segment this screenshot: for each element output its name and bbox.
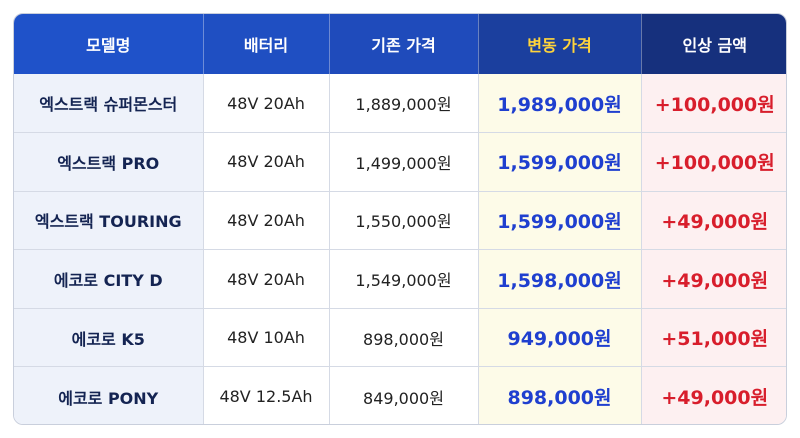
cell-model: 엑스트랙 슈퍼몬스터 (14, 74, 204, 134)
header-old-price: 기존 가격 (329, 14, 479, 74)
cell-old-price: 1,499,000원 (329, 132, 479, 192)
cell-new-price: 1,599,000원 (478, 191, 642, 251)
cell-battery: 48V 20Ah (203, 132, 330, 192)
header-model: 모델명 (14, 14, 204, 74)
table-row: 엑스트랙 PRO 48V 20Ah 1,499,000원 1,599,000원 … (14, 132, 786, 192)
cell-old-price: 1,889,000원 (329, 74, 479, 134)
header-increase: 인상 금액 (641, 14, 786, 74)
cell-new-price: 1,989,000원 (478, 74, 642, 134)
cell-new-price: 949,000원 (478, 308, 642, 368)
cell-old-price: 1,549,000원 (329, 249, 479, 309)
cell-model: 에코로 PONY (14, 366, 204, 424)
cell-old-price: 1,550,000원 (329, 191, 479, 251)
cell-increase: +100,000원 (641, 132, 786, 192)
cell-battery: 48V 12.5Ah (203, 366, 330, 424)
table-row: 에코로 PONY 48V 12.5Ah 849,000원 898,000원 +4… (14, 366, 786, 424)
cell-battery: 48V 10Ah (203, 308, 330, 368)
price-change-table-container: 모델명 배터리 기존 가격 변동 가격 인상 금액 엑스트랙 슈퍼몬스터 48V… (13, 13, 787, 425)
cell-increase: +49,000원 (641, 366, 786, 424)
cell-model: 엑스트랙 PRO (14, 132, 204, 192)
cell-increase: +49,000원 (641, 191, 786, 251)
cell-increase: +49,000원 (641, 249, 786, 309)
header-new-price: 변동 가격 (478, 14, 642, 74)
cell-model: 엑스트랙 TOURING (14, 191, 204, 251)
cell-old-price: 849,000원 (329, 366, 479, 424)
table-row: 엑스트랙 슈퍼몬스터 48V 20Ah 1,889,000원 1,989,000… (14, 74, 786, 134)
cell-battery: 48V 20Ah (203, 74, 330, 134)
table-row: 에코로 K5 48V 10Ah 898,000원 949,000원 +51,00… (14, 308, 786, 368)
cell-increase: +100,000원 (641, 74, 786, 134)
table-row: 에코로 CITY D 48V 20Ah 1,549,000원 1,598,000… (14, 249, 786, 309)
table-header-row: 모델명 배터리 기존 가격 변동 가격 인상 금액 (14, 14, 786, 74)
cell-model: 에코로 CITY D (14, 249, 204, 309)
price-change-table: 모델명 배터리 기존 가격 변동 가격 인상 금액 엑스트랙 슈퍼몬스터 48V… (14, 14, 786, 424)
header-battery: 배터리 (203, 14, 330, 74)
cell-old-price: 898,000원 (329, 308, 479, 368)
cell-battery: 48V 20Ah (203, 191, 330, 251)
table-row: 엑스트랙 TOURING 48V 20Ah 1,550,000원 1,599,0… (14, 191, 786, 251)
cell-new-price: 1,599,000원 (478, 132, 642, 192)
cell-increase: +51,000원 (641, 308, 786, 368)
cell-battery: 48V 20Ah (203, 249, 330, 309)
cell-model: 에코로 K5 (14, 308, 204, 368)
cell-new-price: 898,000원 (478, 366, 642, 424)
cell-new-price: 1,598,000원 (478, 249, 642, 309)
